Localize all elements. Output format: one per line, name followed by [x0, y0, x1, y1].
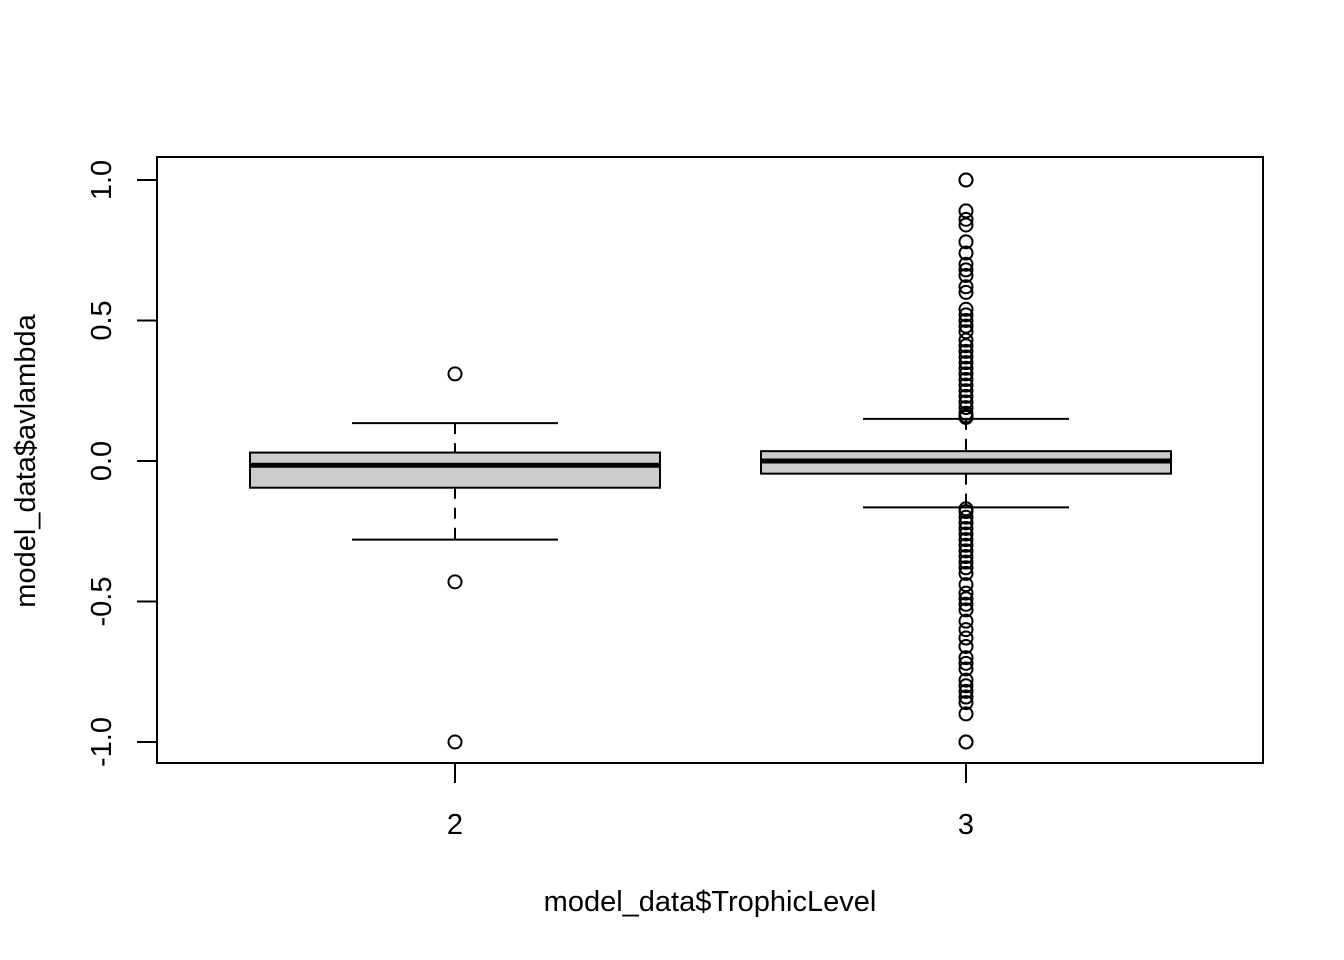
outlier-point: [958, 630, 974, 646]
outlier-point: [958, 338, 974, 354]
outlier-point: [958, 613, 974, 629]
outlier-point: [958, 532, 974, 548]
outlier-point: [958, 313, 974, 328]
outlier-point: [958, 672, 974, 688]
outlier-point: [958, 383, 974, 399]
outlier-point: [447, 366, 463, 382]
outlier-point: [958, 655, 974, 671]
outlier-point: [958, 409, 974, 425]
y-tick-label: 1.0: [86, 160, 118, 200]
y-tick-label: -1.0: [86, 717, 118, 767]
outlier-point: [958, 307, 974, 323]
outlier-point: [958, 366, 974, 382]
outlier-point: [958, 520, 974, 536]
outlier-point: [958, 355, 974, 371]
box-layer: [249, 172, 1172, 750]
outlier-point: [958, 591, 974, 607]
y-axis: -1.0 -0.5 0.0 0.5 1.0: [86, 160, 158, 767]
outlier-point: [958, 349, 974, 365]
x-tick-label: 3: [958, 809, 974, 841]
outlier-point: [958, 234, 974, 250]
box-group-3: [760, 172, 1172, 750]
outlier-point: [958, 394, 974, 410]
outlier-point: [958, 537, 974, 553]
outlier-point: [958, 734, 974, 750]
outlier-point: [958, 509, 974, 525]
outlier-point: [958, 504, 974, 520]
outlier-point: [958, 596, 974, 612]
outlier-point: [958, 332, 974, 348]
outlier-point: [958, 585, 974, 601]
outlier-point: [958, 515, 974, 531]
outlier-point: [958, 689, 974, 705]
outlier-point: [958, 549, 974, 565]
x-axis-label: model_data$TrophicLevel: [544, 886, 877, 918]
outlier-point: [958, 695, 974, 711]
outlier-point: [958, 400, 974, 416]
outlier-point: [958, 650, 974, 666]
box-group-2: [249, 366, 661, 750]
outlier-point: [958, 602, 974, 618]
outlier-point: [958, 377, 974, 393]
outlier-point: [958, 678, 974, 694]
outlier-point: [958, 577, 974, 593]
outlier-point: [958, 388, 974, 404]
outlier-point: [958, 203, 974, 219]
outlier-point: [958, 318, 974, 334]
outlier-point: [958, 343, 974, 359]
outlier-point: [958, 543, 974, 559]
y-tick-label: 0.5: [86, 300, 118, 340]
outlier-point: [958, 324, 974, 340]
outlier-point: [958, 256, 974, 272]
outlier-point: [958, 284, 974, 300]
outlier-point: [447, 574, 463, 590]
iqr-box: [249, 451, 661, 489]
outlier-point: [958, 526, 974, 542]
outlier-point: [958, 560, 974, 576]
outlier-point: [958, 279, 974, 295]
outlier-point: [958, 638, 974, 654]
outlier-point: [958, 172, 974, 188]
x-tick-label: 2: [447, 809, 463, 841]
outlier-point: [958, 661, 974, 677]
outlier-point: [958, 301, 974, 317]
outlier-point: [958, 565, 974, 581]
outlier-point: [958, 262, 974, 278]
outlier-point: [958, 217, 974, 233]
outlier-point: [958, 360, 974, 376]
y-axis-label: model_data$avlambda: [10, 313, 42, 607]
outlier-point: [958, 372, 974, 388]
outlier-point: [958, 683, 974, 699]
y-tick-label: -0.5: [86, 577, 118, 627]
outlier-point: [958, 622, 974, 638]
outlier-point: [958, 268, 974, 284]
y-tick-label: 0.0: [86, 441, 118, 481]
outlier-point: [447, 734, 463, 750]
outlier-point: [958, 245, 974, 261]
outlier-point: [958, 706, 974, 722]
outlier-point: [958, 211, 974, 227]
outlier-point: [958, 554, 974, 570]
